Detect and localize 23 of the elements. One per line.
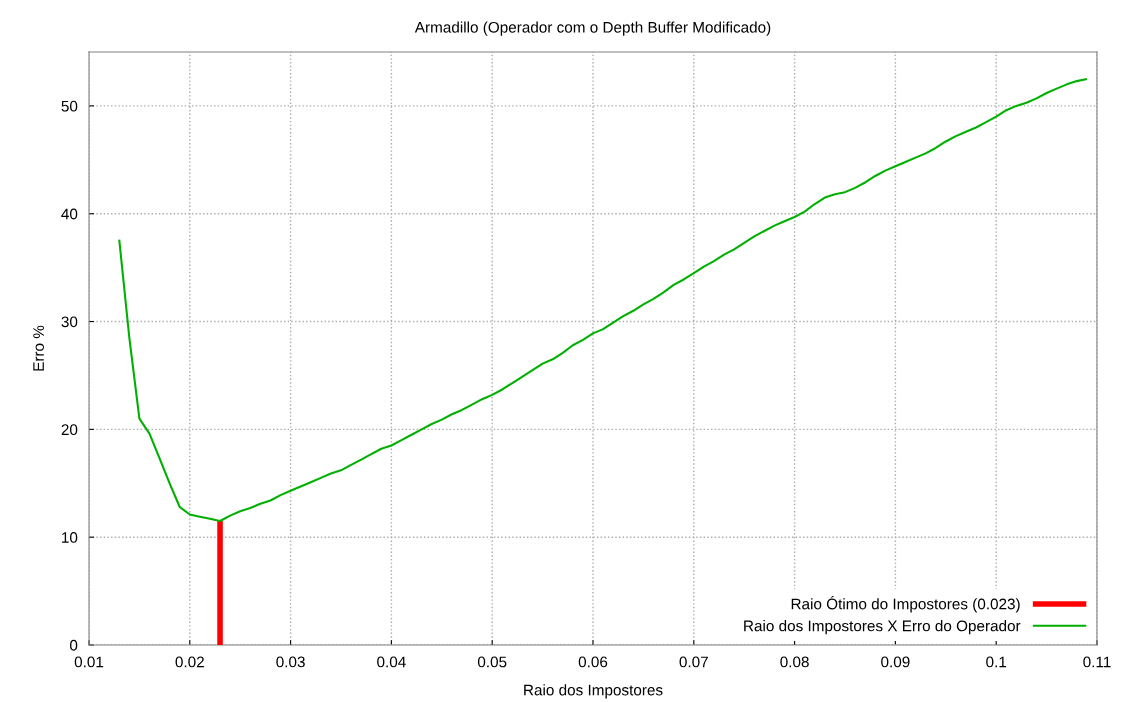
- x-tick-label: 0.08: [780, 656, 809, 668]
- y-tick-label: 30: [61, 316, 78, 328]
- legend-label: Raio Ótimo do Impostores (0.023): [791, 596, 1020, 613]
- y-tick-label: 0: [69, 639, 78, 651]
- x-tick-label: 0.05: [477, 656, 507, 668]
- y-axis-title: Erro %: [33, 325, 44, 371]
- y-tick-label: 50: [61, 100, 78, 112]
- line-series: [118, 77, 1088, 523]
- x-tick-label: 0.04: [377, 656, 406, 668]
- chart-title: Armadillo (Operador com o Depth Buffer Modificado): [414, 21, 771, 36]
- x-axis-title: Raio dos Impostores: [524, 684, 663, 699]
- y-tick-label: 10: [62, 532, 78, 543]
- x-tick-label: 0.07: [679, 656, 708, 668]
- x-tick-label: 0.01: [74, 656, 104, 668]
- x-tick-label: 0.09: [881, 656, 910, 668]
- x-tick-label: 0.02: [175, 656, 204, 668]
- legend-label: Raio dos Impostores X Erro do Operador: [744, 620, 1021, 635]
- x-tick-label: 0.06: [578, 656, 608, 668]
- x-tick-label: 0.1: [986, 656, 1007, 668]
- y-tick-label: 40: [61, 208, 78, 220]
- x-tick-label: 0.11: [1083, 656, 1111, 668]
- x-tick-label: 0.03: [276, 656, 305, 668]
- y-tick-label: 20: [61, 424, 78, 436]
